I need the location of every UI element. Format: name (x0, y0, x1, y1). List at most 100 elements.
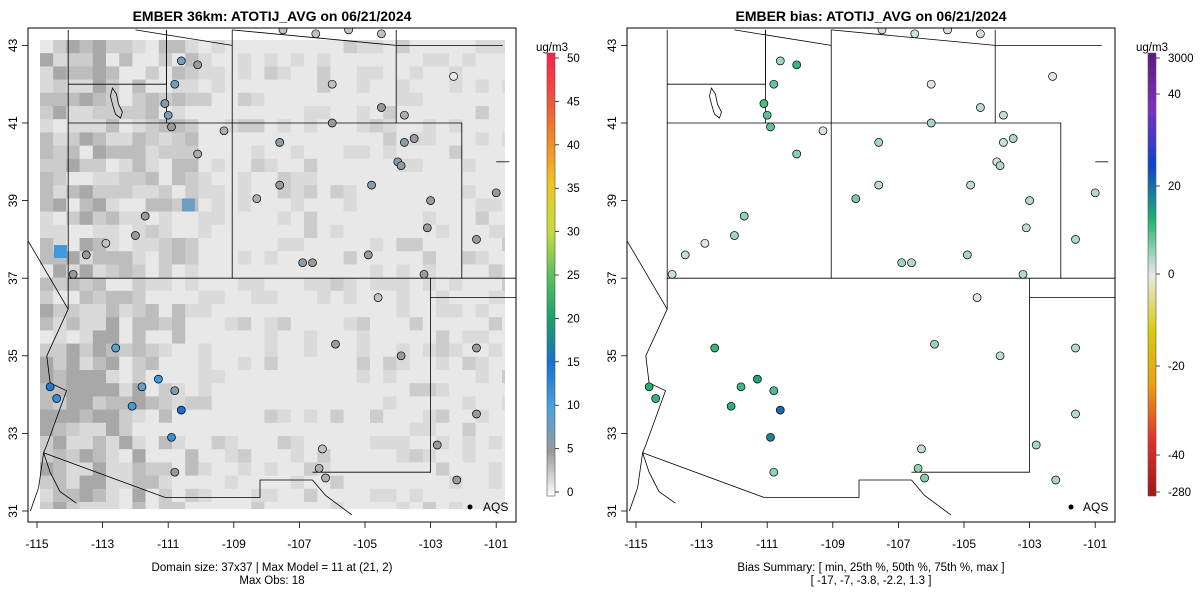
station-marker[interactable] (759, 99, 769, 108)
station-marker[interactable] (318, 444, 327, 454)
station-marker[interactable] (762, 110, 772, 120)
station-marker[interactable] (995, 161, 1005, 171)
station-marker[interactable] (81, 250, 91, 260)
station-marker[interactable] (373, 293, 383, 302)
station-marker[interactable] (769, 467, 779, 477)
station-marker[interactable] (170, 79, 180, 89)
station-marker[interactable] (913, 463, 923, 473)
station-marker[interactable] (327, 79, 337, 89)
station-marker[interactable] (363, 250, 373, 260)
station-marker[interactable] (877, 26, 887, 35)
station-marker[interactable] (769, 386, 779, 396)
station-marker[interactable] (818, 126, 828, 136)
station-marker[interactable] (874, 180, 884, 190)
station-marker[interactable] (1071, 235, 1080, 244)
station-marker[interactable] (396, 351, 406, 361)
station-marker[interactable] (726, 401, 736, 411)
station-marker[interactable] (792, 60, 802, 70)
station-marker[interactable] (176, 56, 186, 66)
station-marker[interactable] (680, 250, 690, 260)
station-marker[interactable] (775, 405, 785, 415)
station-marker[interactable] (917, 444, 926, 454)
station-marker[interactable] (308, 258, 317, 268)
station-marker[interactable] (193, 149, 203, 159)
station-marker[interactable] (278, 26, 288, 35)
station-marker[interactable] (1008, 134, 1018, 143)
station-marker[interactable] (736, 382, 746, 392)
station-marker[interactable] (1031, 440, 1041, 450)
station-marker[interactable] (976, 103, 985, 112)
station-marker[interactable] (52, 394, 62, 403)
station-marker[interactable] (400, 138, 409, 147)
station-marker[interactable] (127, 401, 137, 411)
station-marker[interactable] (730, 231, 739, 240)
station-marker[interactable] (1025, 196, 1034, 205)
station-marker[interactable] (651, 394, 661, 403)
station-marker[interactable] (1021, 223, 1031, 233)
station-marker[interactable] (766, 122, 775, 132)
station-marker[interactable] (111, 343, 121, 353)
station-marker[interactable] (999, 110, 1008, 120)
station-marker[interactable] (999, 138, 1008, 147)
station-marker[interactable] (775, 56, 785, 66)
station-marker[interactable] (252, 194, 262, 204)
station-marker[interactable] (422, 223, 432, 233)
station-marker[interactable] (140, 211, 150, 221)
station-marker[interactable] (926, 79, 936, 89)
station-marker[interactable] (219, 126, 229, 136)
station-marker[interactable] (311, 29, 321, 39)
station-marker[interactable] (930, 339, 939, 349)
station-marker[interactable] (176, 405, 186, 415)
station-marker[interactable] (409, 134, 419, 143)
station-marker[interactable] (275, 138, 285, 147)
station-marker[interactable] (1090, 188, 1100, 198)
station-marker[interactable] (1071, 409, 1080, 419)
station-marker[interactable] (1071, 343, 1080, 353)
station-marker[interactable] (667, 269, 677, 279)
station-marker[interactable] (449, 72, 458, 81)
station-marker[interactable] (644, 382, 654, 392)
station-marker[interactable] (874, 138, 884, 147)
station-marker[interactable] (331, 339, 340, 349)
station-marker[interactable] (167, 432, 176, 442)
station-marker[interactable] (943, 26, 952, 35)
station-marker[interactable] (1048, 72, 1057, 81)
station-marker[interactable] (766, 432, 775, 442)
station-marker[interactable] (792, 149, 802, 159)
station-marker[interactable] (920, 473, 929, 483)
station-marker[interactable] (426, 196, 435, 205)
station-marker[interactable] (101, 238, 111, 248)
station-marker[interactable] (377, 29, 386, 39)
station-marker[interactable] (452, 475, 462, 485)
station-marker[interactable] (972, 293, 982, 302)
station-marker[interactable] (769, 79, 779, 89)
station-marker[interactable] (160, 99, 170, 108)
station-marker[interactable] (897, 258, 907, 268)
station-marker[interactable] (275, 180, 285, 190)
station-marker[interactable] (400, 110, 409, 120)
station-marker[interactable] (907, 258, 916, 268)
station-marker[interactable] (976, 29, 985, 39)
station-marker[interactable] (700, 238, 710, 248)
station-marker[interactable] (298, 258, 308, 268)
station-marker[interactable] (167, 122, 176, 132)
station-marker[interactable] (344, 26, 353, 35)
station-marker[interactable] (910, 29, 920, 39)
station-marker[interactable] (419, 269, 429, 279)
station-marker[interactable] (851, 194, 861, 204)
station-marker[interactable] (966, 180, 975, 190)
station-marker[interactable] (472, 235, 481, 244)
station-marker[interactable] (491, 188, 501, 198)
station-marker[interactable] (377, 103, 386, 112)
station-marker[interactable] (710, 343, 720, 353)
station-marker[interactable] (753, 374, 762, 384)
station-marker[interactable] (314, 463, 324, 473)
station-marker[interactable] (472, 409, 481, 419)
station-marker[interactable] (995, 351, 1005, 361)
station-marker[interactable] (193, 60, 203, 70)
station-marker[interactable] (163, 110, 173, 120)
station-marker[interactable] (170, 386, 180, 396)
station-marker[interactable] (1051, 475, 1061, 485)
station-marker[interactable] (137, 382, 147, 392)
station-marker[interactable] (926, 118, 936, 128)
